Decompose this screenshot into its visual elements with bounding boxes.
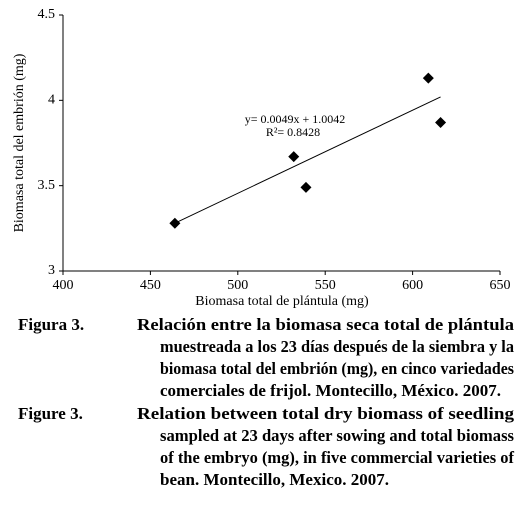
trendline [174, 96, 441, 224]
caption-label: Figure 3. [18, 404, 83, 423]
caption-line: muestreada a los 23 días después de la s… [160, 337, 514, 356]
x-axis-title: Biomasa total de plántula (mg) [195, 294, 369, 309]
caption-line: Relación entre la biomasa seca total de … [137, 315, 515, 334]
point [435, 117, 447, 129]
x-tick-label: 550 [315, 278, 336, 293]
x-tick-label: 650 [490, 278, 511, 293]
r-squared: R²= 0.8428 [266, 125, 320, 139]
y-axis-title: Biomasa total del embrión (mg) [12, 53, 27, 232]
caption-line: comerciales de frijol. Montecillo, Méxic… [160, 381, 501, 400]
y-tick-label: 3 [48, 263, 55, 278]
y-tick-label: 3.5 [38, 178, 56, 193]
point [288, 151, 300, 163]
x-tick-label: 450 [140, 278, 161, 293]
equation: y= 0.0049x + 1.0042 [245, 112, 346, 126]
x-tick-label: 600 [402, 278, 423, 293]
y-tick-label: 4.5 [38, 7, 56, 22]
point [300, 181, 312, 193]
caption-line: sampled at 23 days after sowing and tota… [160, 426, 514, 445]
caption-line: of the embryo (mg), in five commercial v… [160, 448, 514, 467]
caption-line: Relation between total dry biomass of se… [137, 404, 515, 423]
caption-line: biomasa total del embrión (mg), en cinco… [160, 359, 514, 378]
y-tick-label: 4 [48, 93, 55, 108]
caption-label: Figura 3. [18, 315, 84, 334]
point [422, 72, 434, 84]
point [169, 217, 181, 229]
x-tick-label: 500 [227, 278, 248, 293]
caption-line: bean. Montecillo, Mexico. 2007. [160, 470, 389, 489]
x-tick-label: 400 [53, 278, 74, 293]
